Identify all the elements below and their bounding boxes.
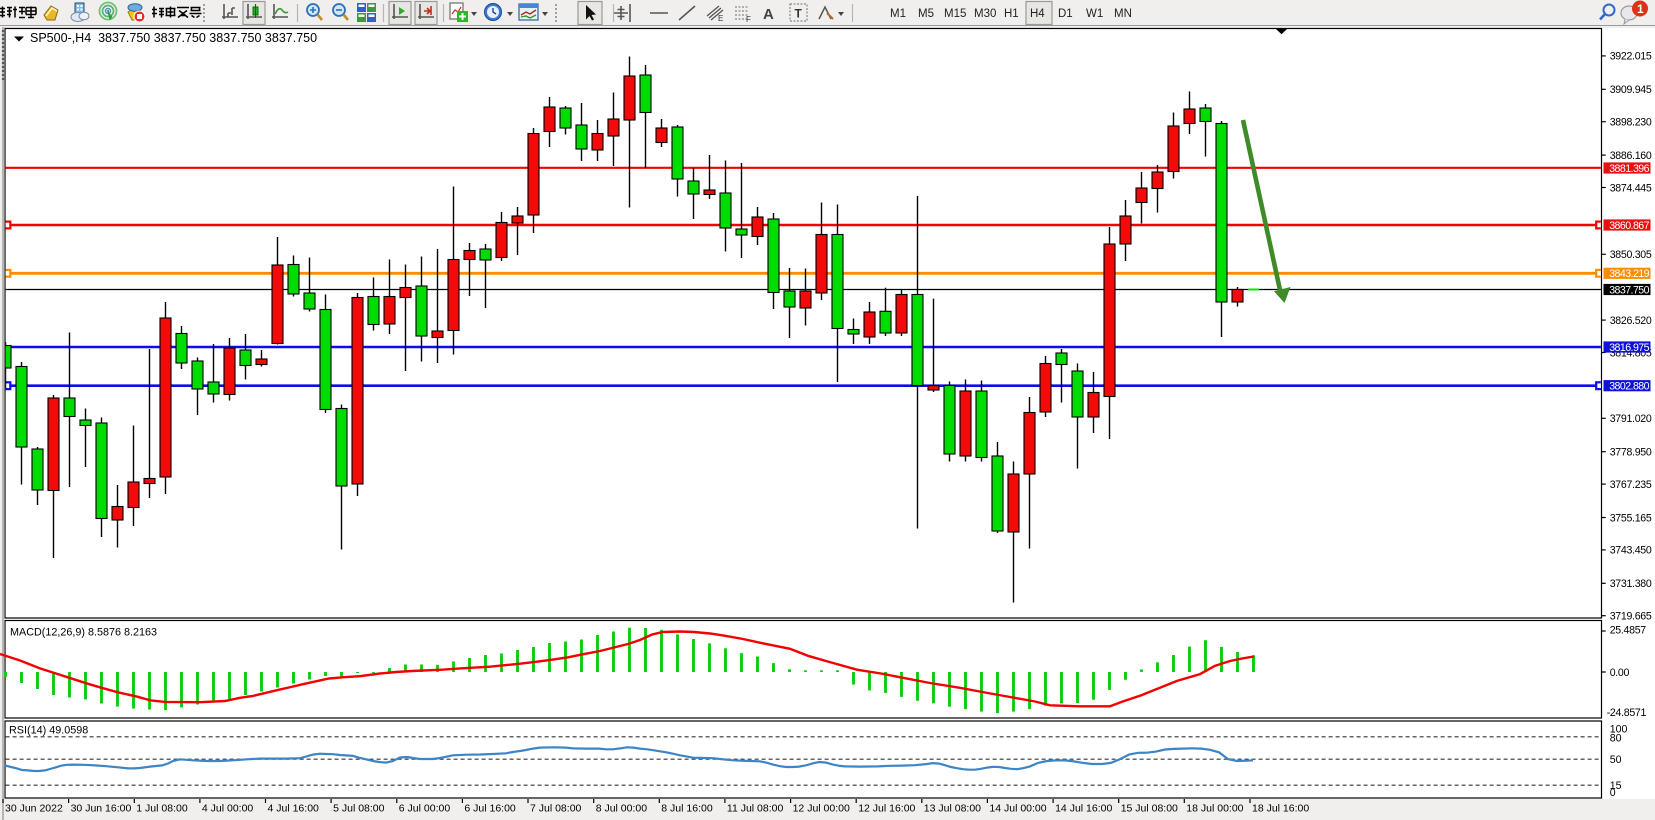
svg-text:18 Jul 00:00: 18 Jul 00:00 [1186, 803, 1243, 815]
svg-text:E: E [718, 14, 723, 23]
svg-text:15: 15 [1610, 780, 1622, 792]
svg-text:1: 1 [1637, 2, 1644, 16]
svg-text:3843.219: 3843.219 [1609, 268, 1649, 280]
svg-text:3778.950: 3778.950 [1610, 447, 1652, 459]
svg-text:4 Jul 00:00: 4 Jul 00:00 [202, 803, 254, 815]
svg-text:5 Jul 08:00: 5 Jul 08:00 [333, 803, 385, 815]
svg-text:25.4857: 25.4857 [1610, 625, 1647, 637]
svg-text:H1: H1 [1004, 8, 1019, 20]
svg-text:3767.235: 3767.235 [1610, 479, 1652, 491]
svg-text:3802.880: 3802.880 [1609, 381, 1649, 393]
svg-text:3791.020: 3791.020 [1610, 413, 1652, 425]
svg-text:3731.380: 3731.380 [1610, 578, 1652, 590]
svg-text:3874.445: 3874.445 [1610, 182, 1652, 194]
svg-text:0: 0 [1610, 787, 1616, 799]
svg-text:0.00: 0.00 [1610, 667, 1630, 679]
svg-text:-24.8571: -24.8571 [1607, 707, 1647, 719]
svg-text:3755.165: 3755.165 [1610, 512, 1652, 524]
svg-text:3886.160: 3886.160 [1610, 150, 1652, 162]
svg-text:M30: M30 [974, 8, 996, 20]
svg-text:3881.396: 3881.396 [1609, 163, 1649, 175]
svg-text:18 Jul 16:00: 18 Jul 16:00 [1252, 803, 1309, 815]
svg-text:8 Jul 16:00: 8 Jul 16:00 [661, 803, 713, 815]
svg-text:MACD(12,26,9) 8.5876 8.2163: MACD(12,26,9) 8.5876 8.2163 [10, 627, 157, 639]
svg-text:3719.665: 3719.665 [1610, 611, 1652, 623]
svg-text:8 Jul 00:00: 8 Jul 00:00 [596, 803, 648, 815]
svg-text:3909.945: 3909.945 [1610, 84, 1652, 96]
svg-text:12 Jul 00:00: 12 Jul 00:00 [793, 803, 850, 815]
svg-text:SP500-,H4 3837.750 3837.750 3: SP500-,H4 3837.750 3837.750 3837.750 383… [30, 31, 317, 45]
svg-text:14 Jul 16:00: 14 Jul 16:00 [1055, 803, 1112, 815]
svg-text:7 Jul 08:00: 7 Jul 08:00 [530, 803, 582, 815]
svg-text:3860.867: 3860.867 [1609, 220, 1649, 232]
svg-text:M5: M5 [918, 8, 934, 20]
svg-text:RSI(14) 49.0598: RSI(14) 49.0598 [9, 725, 88, 737]
svg-text:1 Jul 08:00: 1 Jul 08:00 [136, 803, 188, 815]
svg-text:D1: D1 [1058, 8, 1073, 20]
svg-text:30 Jun 16:00: 30 Jun 16:00 [71, 803, 132, 815]
svg-text:12 Jul 16:00: 12 Jul 16:00 [858, 803, 915, 815]
svg-text:H4: H4 [1030, 8, 1045, 20]
svg-text:80: 80 [1610, 733, 1622, 745]
svg-text:6 Jul 16:00: 6 Jul 16:00 [464, 803, 516, 815]
svg-text:3850.305: 3850.305 [1610, 249, 1652, 261]
svg-text:30 Jun 2022: 30 Jun 2022 [5, 803, 63, 815]
svg-text:M15: M15 [944, 8, 966, 20]
svg-text:3898.230: 3898.230 [1610, 117, 1652, 129]
svg-text:50: 50 [1610, 754, 1622, 766]
svg-text:MN: MN [1114, 8, 1132, 20]
svg-text:13 Jul 08:00: 13 Jul 08:00 [924, 803, 981, 815]
svg-text:3743.450: 3743.450 [1610, 545, 1652, 557]
svg-text:15 Jul 08:00: 15 Jul 08:00 [1121, 803, 1178, 815]
svg-text:3816.975: 3816.975 [1609, 342, 1649, 354]
svg-text:3837.750: 3837.750 [1609, 284, 1649, 296]
svg-text:6 Jul 00:00: 6 Jul 00:00 [399, 803, 451, 815]
svg-text:14 Jul 00:00: 14 Jul 00:00 [989, 803, 1046, 815]
svg-text:A: A [763, 6, 774, 23]
svg-text:3826.520: 3826.520 [1610, 315, 1652, 327]
svg-text:11 Jul 08:00: 11 Jul 08:00 [727, 803, 784, 815]
svg-text:F: F [746, 15, 751, 24]
svg-text:3922.015: 3922.015 [1610, 51, 1652, 63]
svg-text:100: 100 [1610, 724, 1628, 736]
svg-text:W1: W1 [1086, 8, 1103, 20]
svg-text:T: T [795, 7, 803, 21]
svg-text:M1: M1 [890, 8, 906, 20]
svg-text:4 Jul 16:00: 4 Jul 16:00 [268, 803, 320, 815]
